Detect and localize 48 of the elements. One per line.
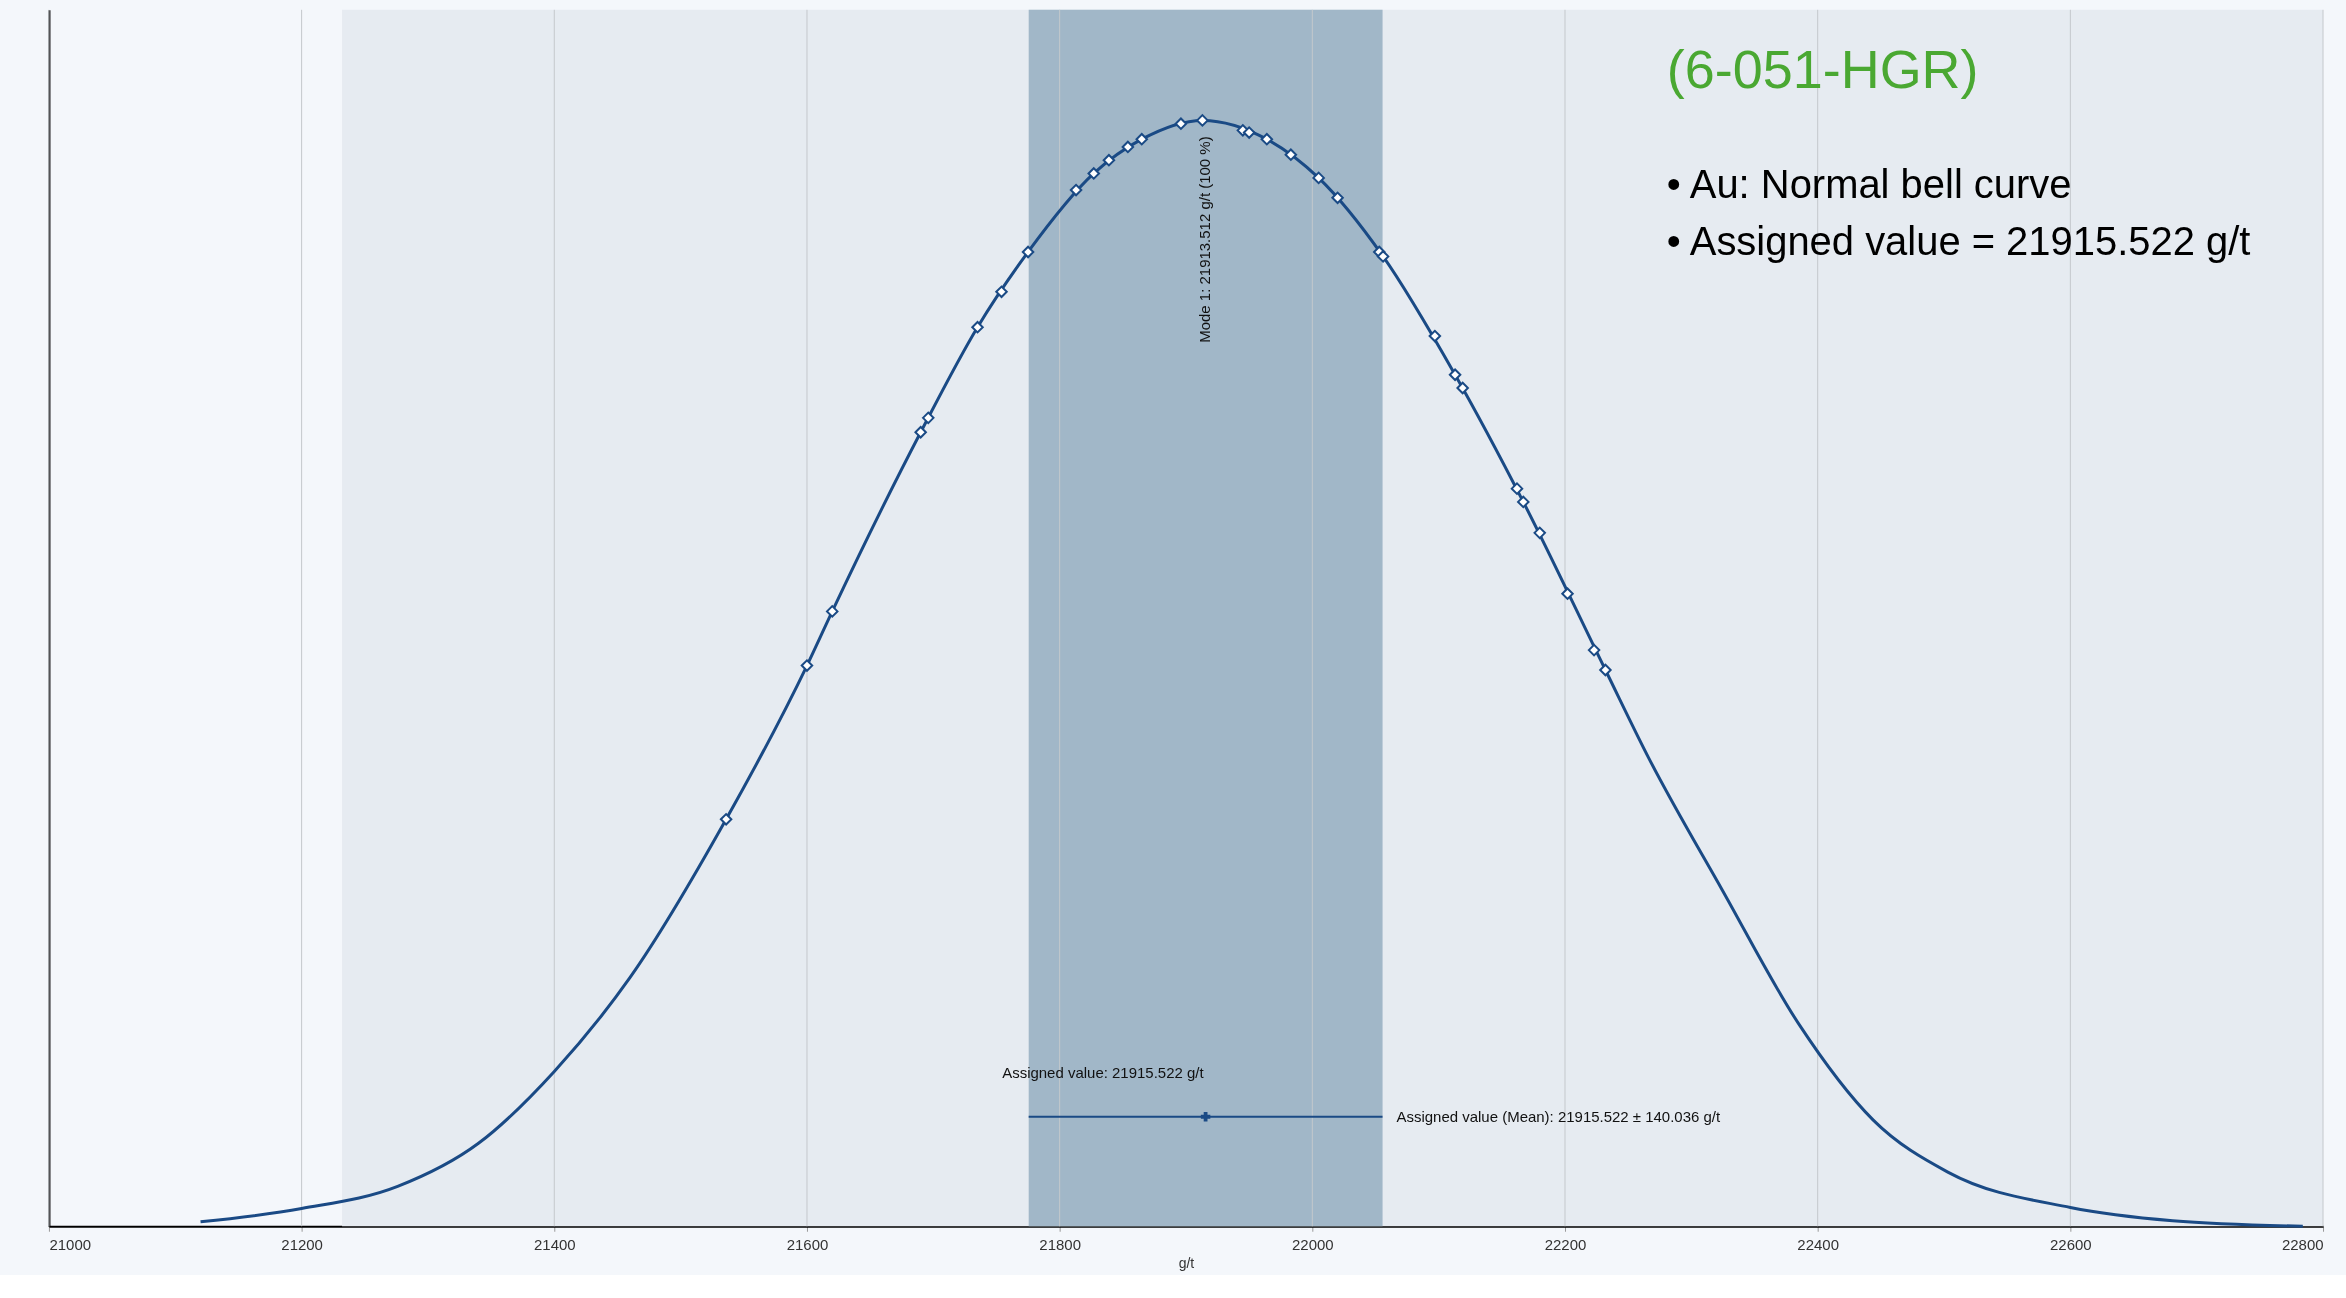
point bbox=[922, 411, 935, 425]
annotation: • Assigned value = 21915.522 g/t bbox=[1666, 219, 2251, 264]
annotation: • Au: Normal bell curve bbox=[1666, 161, 2072, 206]
point bbox=[1196, 114, 1209, 127]
x-tick-label: 21800 bbox=[1039, 1235, 1081, 1253]
point bbox=[1021, 245, 1035, 259]
annotation: Mode 1: 21913.512 g/t (100 %) bbox=[1196, 136, 1214, 343]
x-tick-label: 21600 bbox=[786, 1235, 829, 1253]
point bbox=[1102, 153, 1116, 167]
annotation: Assigned value: 21915.522 g/t bbox=[1002, 1063, 1205, 1081]
point bbox=[1200, 1112, 1211, 1122]
point bbox=[1517, 495, 1530, 509]
x-tick-label: 21200 bbox=[281, 1235, 323, 1253]
x-tick-label: 22600 bbox=[2050, 1235, 2092, 1253]
x-tick-label: 21000 bbox=[49, 1235, 92, 1253]
point bbox=[1448, 368, 1462, 381]
point bbox=[971, 320, 984, 334]
point bbox=[1533, 526, 1546, 540]
x-tick-label: 22000 bbox=[1292, 1235, 1334, 1253]
point bbox=[1312, 171, 1325, 185]
point bbox=[1284, 148, 1298, 161]
x-axis-title: g/t bbox=[1178, 1254, 1195, 1271]
point bbox=[719, 813, 733, 826]
x-tick-label: 21400 bbox=[533, 1235, 576, 1253]
point bbox=[1510, 482, 1524, 495]
annotation: Assigned value (Mean): 21915.522 ± 140.036 g/t bbox=[1396, 1107, 1721, 1125]
point bbox=[1428, 329, 1442, 343]
point bbox=[1174, 117, 1188, 130]
chart-title: (6-051-HGR) bbox=[1666, 38, 1979, 99]
point bbox=[1331, 191, 1344, 205]
x-tick-label: 22200 bbox=[1544, 1235, 1587, 1253]
point bbox=[1260, 132, 1274, 146]
point bbox=[1135, 132, 1148, 146]
point bbox=[995, 285, 1008, 299]
point bbox=[1561, 587, 1574, 600]
point bbox=[914, 426, 927, 439]
point bbox=[826, 605, 839, 618]
point bbox=[1121, 140, 1135, 154]
point bbox=[1069, 183, 1083, 197]
x-tick-label: 22800 bbox=[2281, 1235, 2324, 1253]
point bbox=[1599, 663, 1612, 677]
point bbox=[1087, 167, 1100, 180]
x-tick-label: 22400 bbox=[1797, 1235, 1839, 1253]
point bbox=[1587, 643, 1601, 657]
point bbox=[1242, 126, 1256, 139]
point bbox=[800, 659, 814, 672]
point bbox=[1376, 250, 1390, 263]
point bbox=[1456, 381, 1469, 395]
